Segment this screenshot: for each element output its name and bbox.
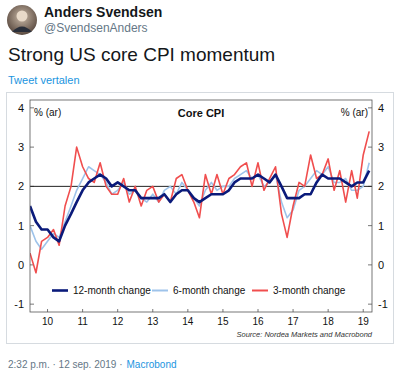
chart-card (7, 93, 394, 344)
author-handle[interactable]: @SvendsenAnders (44, 21, 148, 35)
x-tick (152, 309, 153, 312)
legend-label: 12-month change (73, 285, 151, 296)
y2-tick-label: 2 (378, 180, 384, 192)
y2-tick (368, 147, 372, 148)
tweet-text: Strong US core CPI momentum (8, 44, 275, 65)
avatar-body (12, 27, 32, 33)
timestamp: 2:32 p.m. · 12 sep. 2019 · (8, 359, 123, 370)
series-line (30, 163, 369, 249)
y-tick (30, 147, 34, 148)
avatar-face (17, 11, 28, 22)
x-tick (82, 309, 83, 312)
reference-line (30, 186, 372, 187)
x-tick (363, 309, 364, 312)
x-tick (117, 309, 118, 312)
series-line (30, 171, 369, 242)
x-tick-label: 13 (147, 316, 159, 327)
series-line (30, 131, 369, 272)
x-tick (328, 309, 329, 312)
chart-title: Core CPI (178, 107, 224, 119)
y2-tick (368, 107, 372, 108)
y2-tick-label: 0 (378, 259, 384, 271)
x-tick-label: 19 (358, 316, 370, 327)
x-tick-label: 16 (252, 316, 264, 327)
x-tick-label: 15 (217, 316, 229, 327)
y-tick (30, 107, 34, 108)
x-tick (222, 309, 223, 312)
y-axis-label: % (ar) (34, 107, 61, 118)
y2-axis-label: % (ar) (341, 107, 368, 118)
y-tick-label: 1 (18, 220, 24, 232)
y-tick-label: -1 (14, 298, 24, 310)
legend-swatch (152, 290, 168, 292)
translate-link[interactable]: Tweet vertalen (8, 74, 80, 86)
y2-tick-label: 3 (378, 141, 384, 153)
plot-area (30, 131, 372, 272)
x-tick-label: 12 (112, 316, 124, 327)
x-tick (47, 309, 48, 312)
x-tick (293, 309, 294, 312)
legend-swatch (52, 289, 68, 292)
chart-source: Source: Nordea Markets and Macrobond (237, 330, 373, 339)
source-app-link[interactable]: Macrobond (127, 359, 177, 370)
legend-label: 3-month change (273, 285, 346, 296)
avatar (7, 5, 37, 35)
y-tick (30, 304, 34, 305)
y-tick-label: 3 (18, 141, 24, 153)
y2-tick (368, 264, 372, 265)
x-tick-label: 18 (323, 316, 335, 327)
x-tick-label: 10 (42, 316, 54, 327)
y-tick-label: 0 (18, 259, 24, 271)
y2-tick (368, 225, 372, 226)
y-tick-label: 4 (18, 102, 24, 114)
legend-box (46, 282, 346, 299)
x-tick (258, 309, 259, 312)
y2-tick (368, 304, 372, 305)
x-tick-label: 17 (288, 316, 300, 327)
y-tick-label: 2 (18, 180, 24, 192)
plot-frame (30, 100, 372, 312)
x-tick-label: 11 (77, 316, 88, 327)
legend-label: 6-month change (173, 285, 246, 296)
y2-tick-label: -1 (378, 298, 388, 310)
y2-tick-label: 4 (378, 102, 384, 114)
x-tick (187, 309, 188, 312)
author-name[interactable]: Anders Svendsen (44, 4, 162, 20)
y2-tick-label: 1 (378, 220, 384, 232)
x-tick-label: 14 (182, 316, 194, 327)
tweet-screenshot: Anders Svendsen@SvendsenAnders Strong US … (0, 0, 400, 376)
legend-swatch (252, 290, 268, 292)
